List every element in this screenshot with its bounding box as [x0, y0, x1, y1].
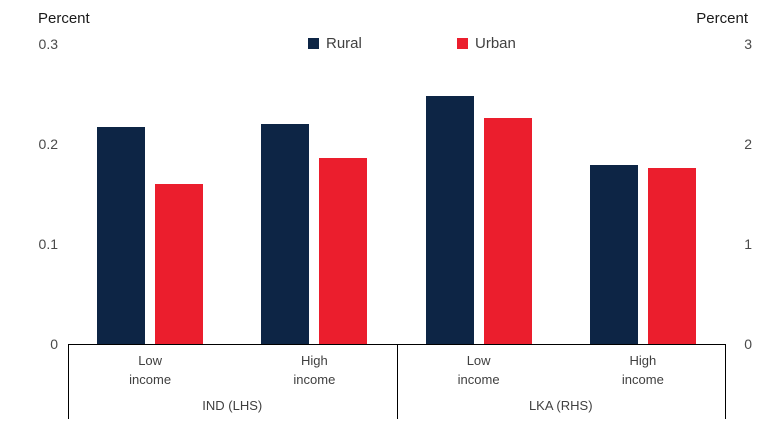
category-box-divider	[68, 344, 69, 419]
category-group-label-line: income	[621, 372, 664, 387]
legend-label-urban: Urban	[475, 35, 516, 52]
right-axis-tick-label: 2	[744, 136, 752, 152]
right-axis-unit-label: Percent	[696, 10, 748, 27]
left-axis-tick-label: 0.3	[38, 36, 58, 52]
category-group-label-line: income	[293, 372, 336, 387]
left-axis-tick-label: 0.2	[38, 136, 58, 152]
category-group-label: Low income	[419, 351, 539, 389]
category-group-label-line: Low	[138, 353, 163, 368]
left-axis-tick-label: 0	[50, 336, 58, 352]
panel-label: LKA (RHS)	[528, 398, 593, 413]
right-axis-tick-label: 0	[744, 336, 752, 352]
category-group-label: Low income	[90, 351, 210, 389]
rural-bar	[261, 124, 310, 344]
legend-item-urban: Urban	[457, 36, 516, 51]
urban-bar	[319, 158, 368, 344]
category-group-label-line: High	[629, 353, 657, 368]
rural-bar	[97, 127, 146, 344]
category-group-label-line: income	[457, 372, 500, 387]
legend-label-rural: Rural	[326, 35, 362, 52]
left-axis-tick-label: 0.1	[38, 236, 58, 252]
urban-bar	[155, 184, 204, 344]
category-group-label-line: High	[301, 353, 328, 368]
urban-swatch-icon	[457, 38, 468, 49]
panel-label: IND (LHS)	[202, 398, 263, 413]
right-axis-tick-label: 3	[744, 36, 752, 52]
left-axis-unit-label: Percent	[38, 10, 90, 27]
category-box-divider	[725, 344, 726, 419]
rural-swatch-icon	[308, 38, 319, 49]
rural-bar	[425, 96, 474, 344]
category-box-divider	[397, 344, 398, 419]
category-group-label-line: income	[129, 372, 172, 387]
category-group-label: High income	[583, 351, 703, 389]
legend-item-rural: Rural	[308, 36, 362, 51]
category-group-label-line: Low	[466, 353, 491, 368]
rural-bar	[589, 165, 638, 344]
category-group-label: High income	[254, 351, 374, 389]
urban-bar	[647, 168, 696, 344]
right-axis-tick-label: 1	[744, 236, 752, 252]
urban-bar	[483, 118, 532, 344]
